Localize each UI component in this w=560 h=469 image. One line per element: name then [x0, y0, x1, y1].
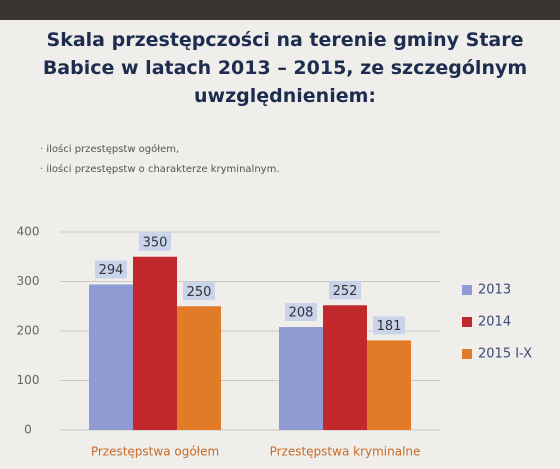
value-label: 181 [377, 319, 402, 334]
value-label: 350 [143, 235, 168, 250]
slide: Skala przestępczości na terenie gminy St… [0, 0, 560, 469]
chart: 0 100 200 300 400 Przestępstwa ogółem 294 350 25… [0, 0, 560, 469]
legend-label: 2013 [478, 283, 511, 298]
x-tick-label: Przestępstwa kryminalne [270, 445, 421, 459]
bar [177, 306, 221, 430]
legend-label: 2015 I-X [478, 347, 532, 362]
y-tick-label: 200 [17, 324, 40, 338]
bar [133, 257, 177, 430]
bar [279, 327, 323, 430]
value-label: 208 [289, 306, 314, 321]
value-label: 250 [187, 285, 212, 300]
bar [323, 305, 367, 430]
legend-swatch [462, 349, 472, 359]
y-tick-label: 0 [24, 423, 32, 437]
y-tick-label: 400 [17, 225, 40, 239]
legend-swatch [462, 285, 472, 295]
bar [367, 340, 411, 430]
y-tick-label: 100 [17, 373, 40, 387]
y-tick-label: 300 [17, 274, 40, 288]
value-label: 294 [99, 263, 124, 278]
value-label: 252 [333, 284, 358, 299]
legend-swatch [462, 317, 472, 327]
x-tick-label: Przestępstwa ogółem [91, 445, 219, 459]
bar [89, 284, 133, 430]
legend-label: 2014 [478, 315, 511, 330]
